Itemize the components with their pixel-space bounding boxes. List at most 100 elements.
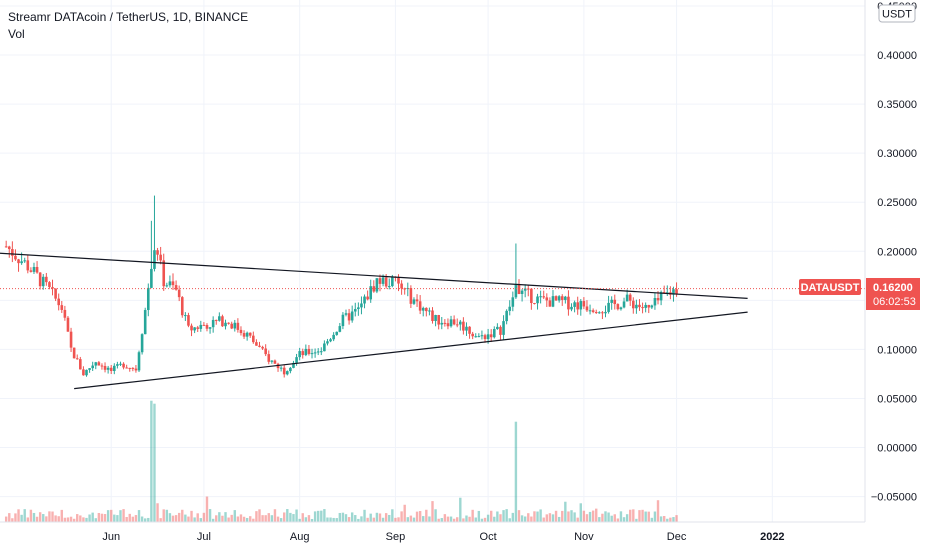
candle-body (245, 332, 249, 337)
candle-body (23, 260, 27, 262)
candle-body (653, 298, 657, 306)
candle-body (4, 246, 8, 248)
candle-body (48, 282, 51, 288)
candle-body (480, 335, 484, 337)
volume-bar (125, 516, 128, 522)
volume-bar (554, 510, 558, 522)
volume-bar (79, 515, 82, 522)
volume-bar (69, 516, 73, 522)
volume-bar (656, 500, 660, 522)
candle-body (187, 315, 190, 326)
volume-bar (635, 518, 638, 522)
candle-body (109, 367, 113, 371)
volume-bar (406, 517, 409, 522)
volume-bar (159, 518, 162, 522)
volume-bar (23, 509, 26, 522)
currency-badge[interactable]: USDT (878, 4, 916, 23)
volume-bar (425, 509, 428, 522)
volume-bar (239, 514, 243, 522)
candle-body (625, 294, 629, 302)
candle-body (227, 322, 230, 324)
candle-body (505, 310, 508, 322)
candle-body (264, 348, 267, 355)
candle-body (267, 354, 271, 362)
candle-body (502, 321, 505, 335)
volume-bar (85, 517, 88, 522)
candle-body (230, 323, 233, 329)
volume-bar (184, 514, 187, 522)
x-tick-label: Aug (290, 531, 310, 543)
volume-bar (289, 512, 292, 522)
volume-bar (177, 512, 181, 522)
volume-bar (363, 509, 366, 522)
candle-body (255, 342, 258, 346)
candle-body (32, 266, 36, 272)
volume-bar (372, 517, 376, 522)
trendline[interactable] (74, 311, 748, 390)
candle-body (437, 315, 440, 325)
volume-bar (88, 514, 91, 522)
symbol-label: DATAUSDT (801, 282, 860, 294)
volume-bar (366, 517, 369, 522)
volume-bar (653, 511, 657, 522)
price-axis[interactable]: 0.450000.400000.350000.300000.250000.200… (871, 1, 917, 504)
volume-bar (196, 513, 199, 522)
volume-bar (270, 515, 274, 522)
candle-body (202, 324, 206, 326)
candle-body (391, 276, 394, 287)
volume-bar (595, 508, 598, 522)
candle-body (381, 277, 385, 284)
volume-bar (295, 509, 298, 522)
volume-bar (489, 510, 493, 522)
volume-bar (137, 510, 141, 522)
volume-bar (187, 516, 190, 522)
candle-body (282, 367, 286, 375)
x-tick-label: Jul (197, 531, 211, 543)
candle-body (659, 291, 663, 301)
volume-bar (153, 403, 156, 522)
candle-body (594, 311, 598, 314)
candle-body (353, 309, 357, 312)
volume-bar (610, 515, 613, 522)
candle-body (211, 319, 215, 328)
candle-body (88, 368, 91, 370)
volume-bar (474, 517, 477, 522)
last-price-label: 0.16200 (873, 282, 913, 294)
candle-body (443, 322, 447, 324)
volume-bars (4, 400, 678, 522)
y-tick-label: 0.25000 (877, 197, 917, 209)
candle-body (471, 333, 474, 337)
candle-body (193, 327, 196, 331)
candle-body (641, 307, 644, 309)
candle-body (273, 360, 277, 364)
volume-bar (523, 516, 527, 522)
time-axis[interactable]: Jun Jul Aug Sep Oct Nov Dec 2022 (102, 531, 784, 543)
candle-body (533, 303, 536, 305)
candle-body (66, 317, 70, 332)
candle-body (511, 297, 515, 307)
candle-body (131, 367, 135, 369)
candle-body (304, 348, 308, 356)
volume-bar (332, 517, 335, 522)
volume-bar (249, 516, 252, 522)
candle-body (196, 327, 200, 329)
candle-body (570, 306, 573, 310)
candle-body (554, 296, 558, 301)
volume-bar (570, 510, 573, 522)
volume-bar (252, 518, 255, 522)
candle-body (542, 296, 546, 298)
volume-bar (542, 517, 545, 522)
candle-body (675, 289, 678, 294)
trendline[interactable] (0, 252, 748, 299)
volume-bar (539, 509, 542, 522)
candle-body (261, 346, 264, 349)
volume-bar (483, 517, 487, 522)
candle-body (526, 288, 530, 290)
candle-body (54, 288, 57, 299)
candle-body (632, 300, 635, 309)
candle-body (656, 298, 660, 301)
candle-body (190, 325, 193, 331)
candle-body (350, 311, 354, 321)
volume-bar (641, 509, 644, 522)
